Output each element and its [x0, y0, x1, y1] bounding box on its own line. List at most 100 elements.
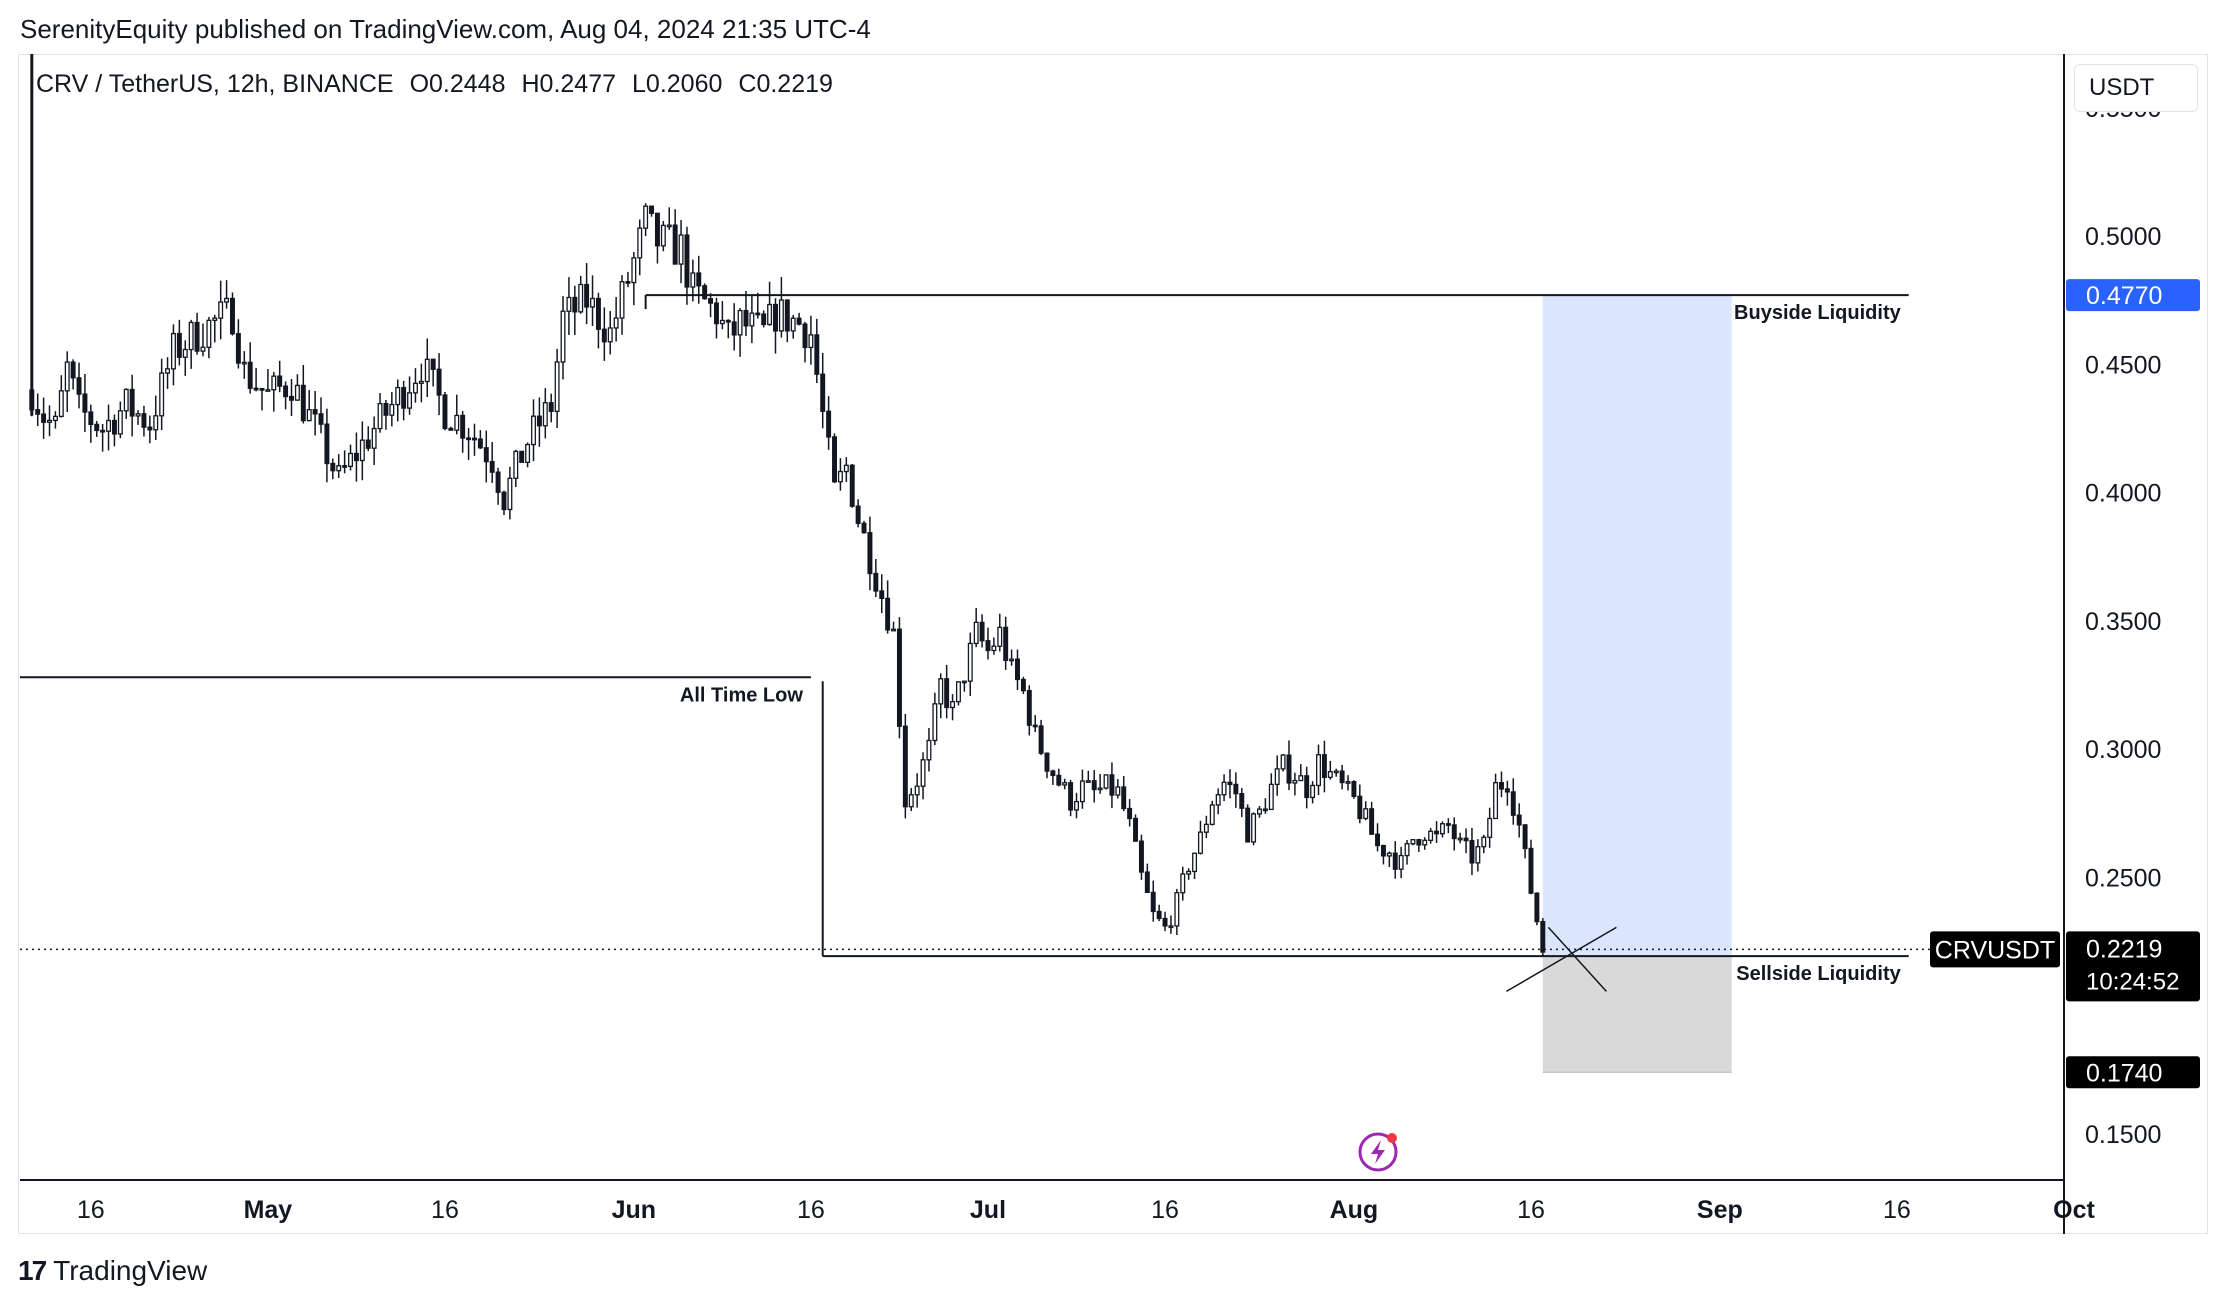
candle-body: [702, 285, 708, 300]
candle-body: [773, 303, 778, 332]
candle-body: [1498, 782, 1504, 790]
candle-body: [176, 332, 182, 358]
candle-body: [52, 415, 58, 422]
candle-body: [1280, 754, 1286, 770]
candle-body: [1133, 817, 1139, 842]
candle-body: [1186, 870, 1192, 875]
candle-body: [1015, 658, 1020, 681]
symbol-legend: CRV / TetherUS, 12h, BINANCE O0.2448 H0.…: [36, 70, 833, 99]
candle-body: [761, 313, 767, 326]
candle-body: [542, 402, 548, 427]
candle-body: [1262, 808, 1268, 812]
candle-body: [294, 384, 300, 401]
candles: [29, 54, 1546, 957]
candle-body: [123, 388, 129, 412]
candle-body: [1109, 774, 1115, 796]
candle-body: [1168, 925, 1174, 929]
candle-body: [1487, 817, 1493, 838]
candle-body: [1316, 754, 1321, 787]
candle-body: [141, 413, 147, 428]
candle-body: [1493, 782, 1499, 820]
candle-body: [584, 283, 590, 308]
cross-line: [1547, 926, 1607, 992]
candle-body: [826, 410, 832, 438]
ohlc-high: H0.2477: [521, 70, 617, 98]
long-position-tool[interactable]: [1542, 295, 1732, 1073]
candle-body: [1516, 814, 1522, 826]
candle-body: [200, 346, 206, 352]
publisher-line: SerenityEquity published on TradingView.…: [20, 14, 871, 44]
candle-body: [448, 427, 454, 431]
candle-body: [784, 299, 790, 332]
candle-body: [1392, 852, 1398, 870]
candle-body: [590, 297, 596, 308]
candle-body: [1445, 823, 1451, 826]
candle-body: [649, 205, 655, 214]
candle-body: [1404, 843, 1410, 857]
candle-body: [1351, 781, 1357, 797]
candle-body: [442, 394, 448, 430]
symbol-price-badge: [1930, 931, 2060, 968]
candle-body: [778, 299, 784, 332]
candle-body: [235, 333, 241, 364]
candle-body: [1369, 808, 1375, 835]
ohlc-low: L0.2060: [632, 70, 723, 98]
y-tick-label: 0.4500: [2085, 351, 2161, 379]
candle-body: [1192, 852, 1198, 873]
candle-body: [1056, 774, 1062, 786]
candle-body: [182, 348, 188, 358]
candle-body: [1298, 775, 1304, 782]
symbol-badge-text: CRVUSDT: [1935, 936, 2055, 964]
candle-body: [165, 368, 171, 374]
symbol-name[interactable]: CRV / TetherUS, 12h, BINANCE: [36, 70, 394, 98]
candle-body: [879, 590, 885, 600]
candle-body: [224, 297, 230, 303]
y-tick-label: 0.3500: [2085, 608, 2161, 636]
candle-body: [330, 462, 336, 472]
candle-body: [253, 387, 259, 391]
candle-body: [1274, 768, 1280, 786]
candle-body: [873, 572, 879, 592]
candle-body: [300, 384, 306, 422]
candle-body: [979, 621, 985, 642]
candle-body: [100, 429, 106, 433]
candle-body: [619, 281, 625, 319]
candle-body: [950, 701, 956, 709]
candle-body: [1257, 808, 1262, 815]
currency-label: USDT: [2089, 74, 2155, 101]
candle-body: [170, 332, 176, 370]
candle-body: [336, 465, 342, 472]
x-tick-label: 16: [77, 1196, 105, 1224]
candle-body: [767, 303, 773, 326]
candle-body: [58, 390, 64, 418]
candle-body: [1504, 788, 1510, 793]
current-price-value: 0.2219: [2086, 935, 2162, 963]
candle-body: [1162, 917, 1168, 927]
stop-price-badge: [2066, 1056, 2200, 1089]
candle-body: [501, 491, 507, 511]
candle-body: [401, 386, 407, 409]
candle-body: [1268, 783, 1274, 811]
candle-body: [1150, 891, 1156, 913]
y-tick-label: 0.2500: [2085, 864, 2161, 892]
currency-button[interactable]: USDT: [2074, 64, 2198, 112]
target-price-badge-text: 0.4770: [2086, 282, 2162, 310]
candle-body: [625, 281, 631, 284]
candle-body: [1357, 795, 1363, 820]
tradingview-footer[interactable]: 17 TradingView: [18, 1255, 207, 1287]
candle-body: [1085, 780, 1091, 783]
candle-body: [967, 642, 973, 682]
candle-body: [731, 321, 737, 336]
candle-body: [1398, 854, 1404, 870]
candle-body: [1209, 804, 1215, 826]
candle-body: [961, 680, 967, 684]
candle-body: [1079, 780, 1085, 803]
candle-body: [1233, 783, 1239, 795]
candle-body: [64, 361, 70, 392]
candle-body: [1156, 910, 1162, 920]
candle-body: [1044, 752, 1050, 772]
lightning-bolt-icon[interactable]: [1358, 1132, 1398, 1172]
candle-body: [424, 358, 430, 383]
